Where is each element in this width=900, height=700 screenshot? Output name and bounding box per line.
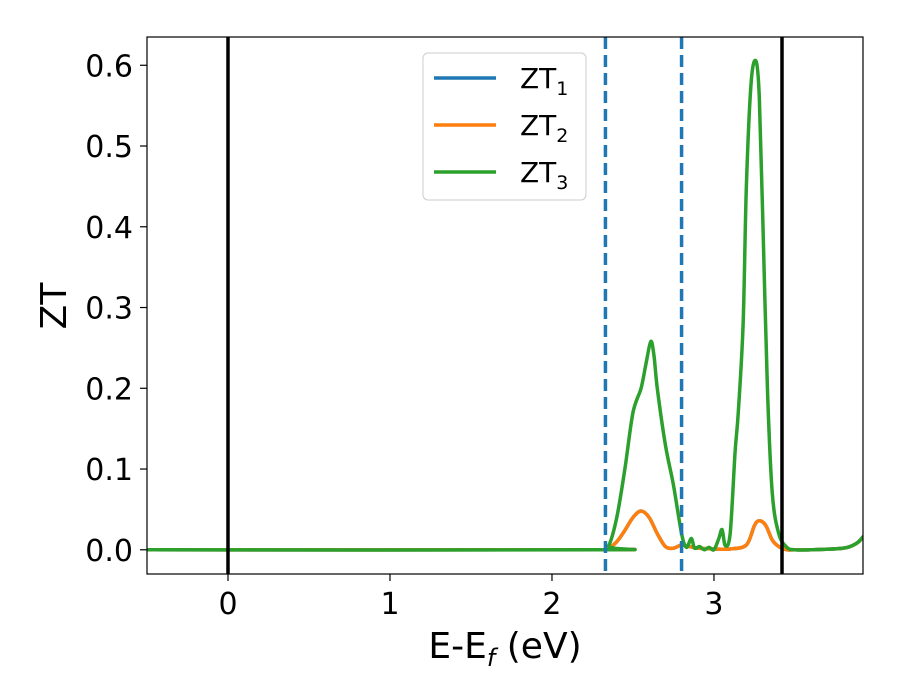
x-axis-label: E-Ef (eV) — [428, 626, 581, 672]
y-tick-label: 0.6 — [85, 49, 133, 84]
y-tick-label: 0.5 — [85, 130, 133, 165]
plot-frame — [146, 36, 864, 575]
legend-label-3: ZT3 — [520, 156, 568, 194]
y-tick-label: 0.3 — [85, 292, 133, 327]
x-tick-label: 2 — [542, 587, 561, 622]
legend-label-2: ZT2 — [520, 109, 568, 147]
series-line-3 — [147, 58, 863, 552]
plot-area — [147, 37, 863, 574]
x-tick-label: 3 — [704, 587, 723, 622]
y-tick-label: 0.0 — [85, 534, 133, 569]
y-axis-label: ZT — [34, 282, 75, 330]
y-tick-label: 0.4 — [85, 211, 133, 246]
x-axis-label-main: E-E — [428, 626, 486, 667]
y-tick-label: 0.2 — [85, 372, 133, 407]
y-tick-label: 0.1 — [85, 453, 133, 488]
legend: ZT1 ZT2 ZT3 — [422, 52, 587, 201]
axis-ticks: 0 1 2 3 0.0 0.1 0.2 0.3 0.4 0.5 0.6 — [85, 49, 723, 622]
x-tick-label: 0 — [218, 587, 237, 622]
legend-box — [422, 52, 587, 201]
x-axis-label-rest: (eV) — [495, 626, 581, 667]
legend-label-1: ZT1 — [520, 62, 568, 100]
x-tick-label: 1 — [380, 587, 399, 622]
